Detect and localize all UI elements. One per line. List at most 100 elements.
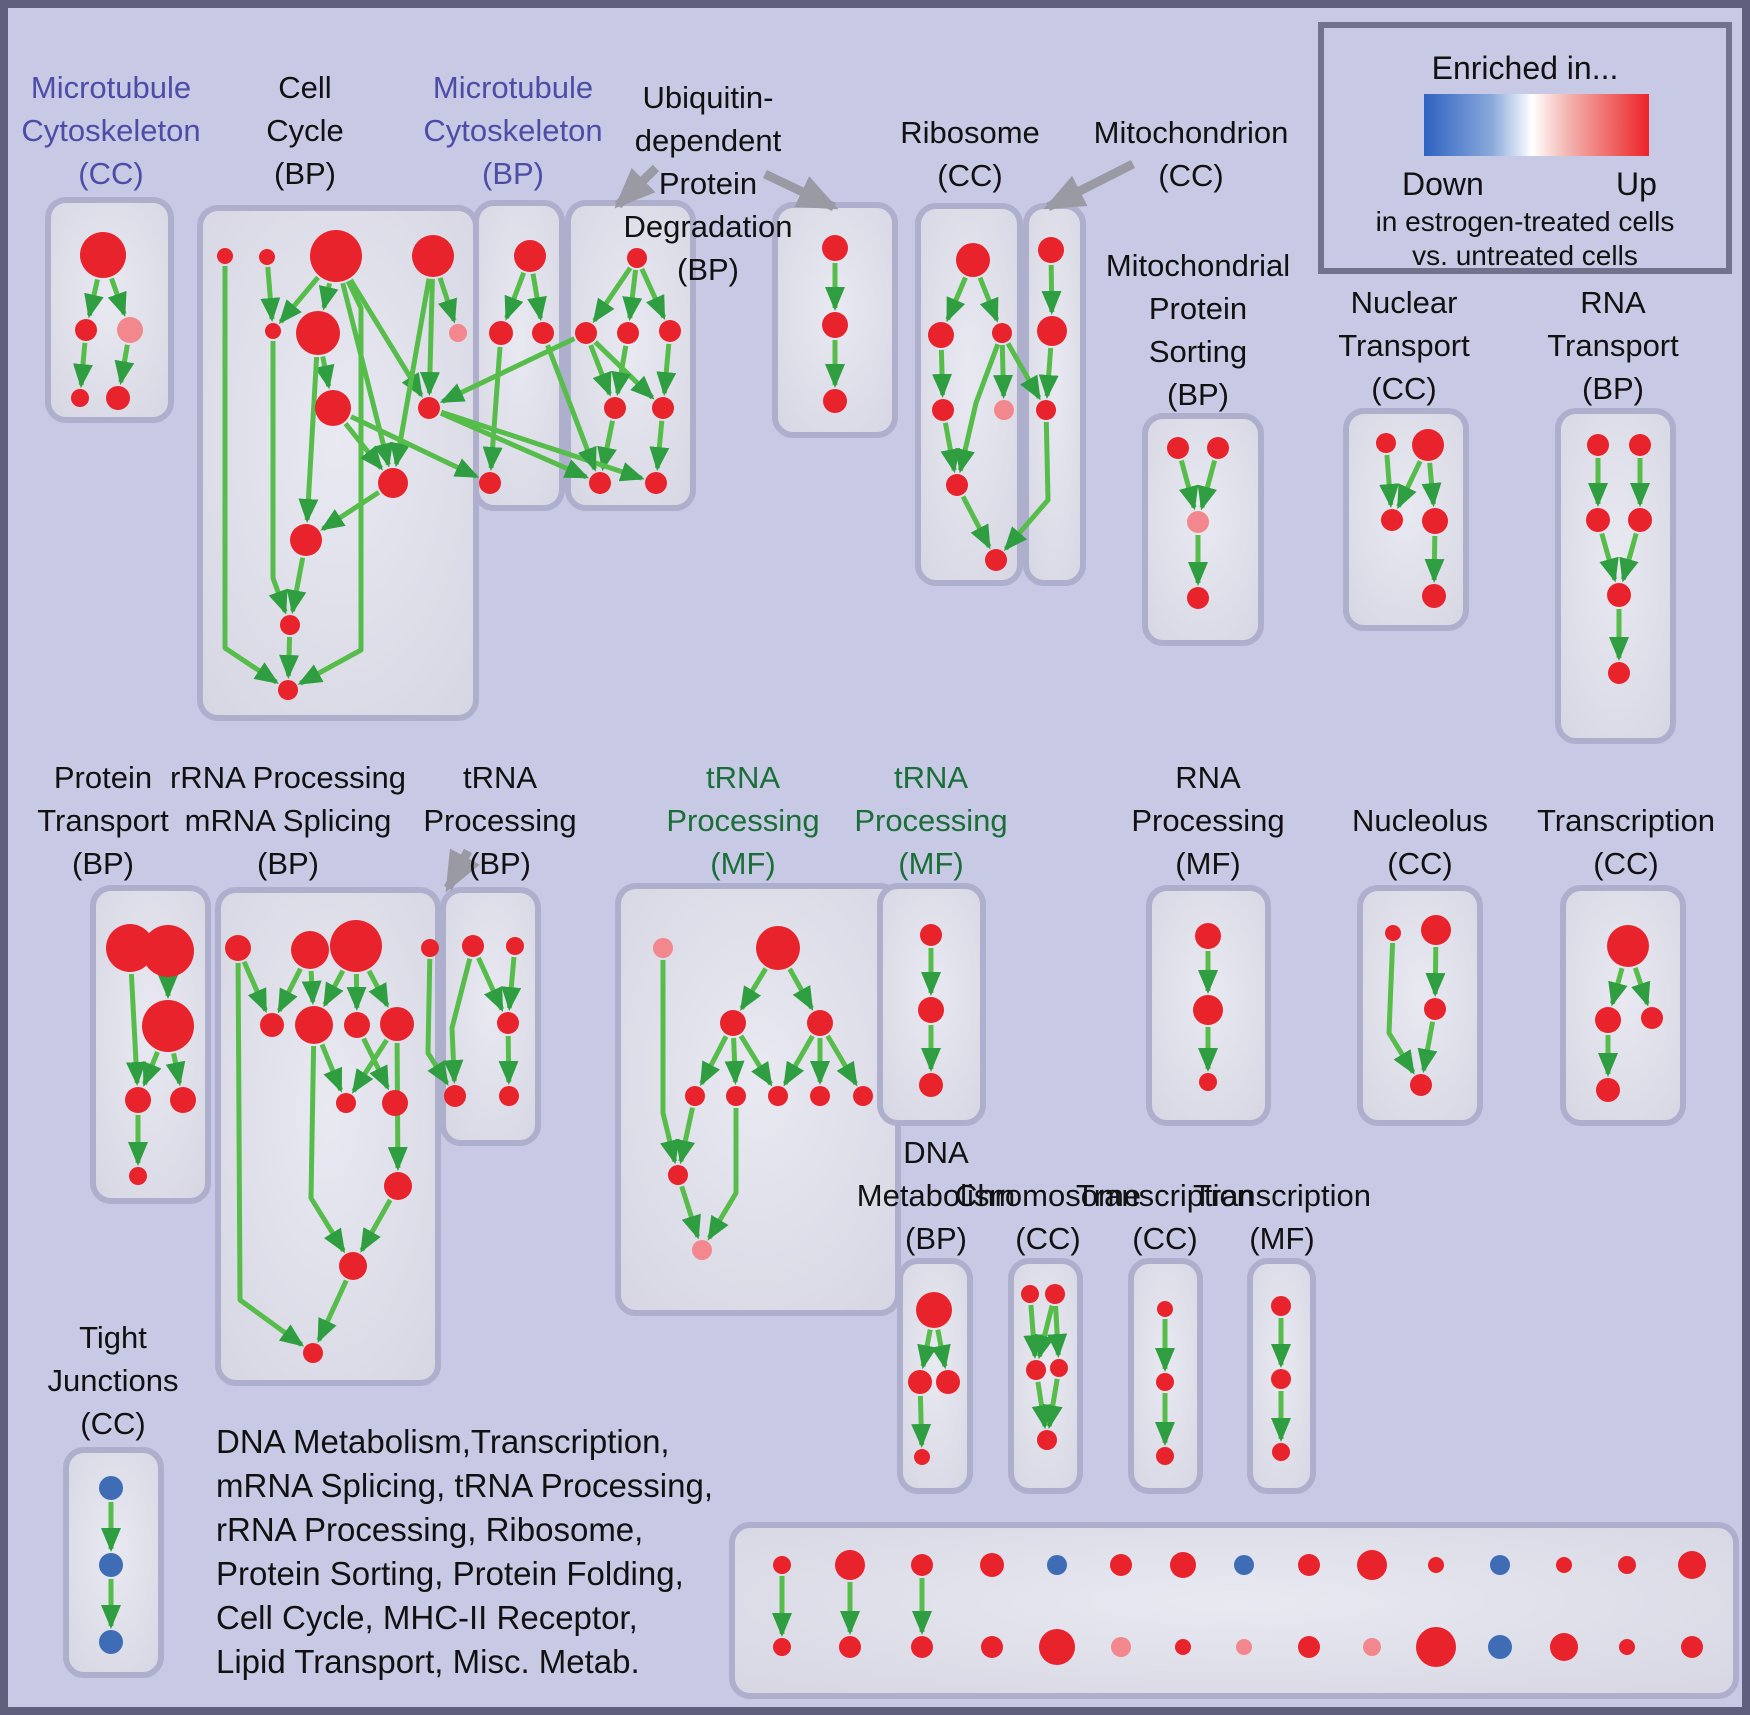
edge-arrow xyxy=(318,282,339,311)
go-term-node xyxy=(1187,587,1209,609)
go-term-node xyxy=(985,549,1007,571)
group-label-rrna: rRNA Processing mRNA Splicing (BP) xyxy=(170,760,406,881)
edge-arrow xyxy=(1631,967,1651,1007)
edge-arrow xyxy=(279,636,300,679)
edge-arrow xyxy=(931,1329,951,1370)
legend-colorbar xyxy=(1424,94,1649,156)
go-term-node xyxy=(936,1370,960,1394)
go-term-node xyxy=(1488,1635,1512,1659)
go-term-node xyxy=(1422,584,1446,608)
go-term-node xyxy=(303,1343,323,1363)
go-term-node xyxy=(1272,1443,1290,1461)
label-pointer-arrow-icon xyxy=(444,848,480,893)
go-term-node xyxy=(919,1073,943,1097)
go-term-node xyxy=(920,924,942,946)
edge-arrow xyxy=(439,410,590,480)
edge-arrow xyxy=(114,344,135,386)
edge-arrow xyxy=(1047,1305,1068,1358)
misc-text-line: mRNA Splicing, tRNA Processing, xyxy=(216,1467,714,1504)
go-term-node xyxy=(1298,1636,1320,1658)
go-term-node xyxy=(106,386,130,410)
group-label-cell-cycle: Cell Cycle (BP) xyxy=(266,70,344,191)
go-term-node xyxy=(1381,509,1403,531)
go-term-node xyxy=(992,323,1012,343)
group-label-dna-metabolism: DNA Metabolism (BP) xyxy=(857,1135,1016,1256)
go-term-node xyxy=(1111,1637,1131,1657)
go-term-node xyxy=(265,323,281,339)
go-term-node xyxy=(807,1010,833,1036)
go-term-node xyxy=(685,1086,705,1106)
edge-arrow xyxy=(73,342,93,389)
go-term-node xyxy=(911,1636,933,1658)
go-term-node xyxy=(412,235,454,277)
legend-subtitle-line2: vs. untreated cells xyxy=(1412,240,1638,271)
group-label-microtubule-cc: Microtubule Cytoskeleton (CC) xyxy=(21,70,200,191)
go-term-node xyxy=(378,468,408,498)
go-term-node xyxy=(1607,925,1649,967)
edge-arrow xyxy=(308,1045,346,1254)
go-term-node xyxy=(1045,1284,1065,1304)
edge-arrow xyxy=(297,280,364,686)
legend-up-label: Up xyxy=(1616,166,1657,202)
go-term-node xyxy=(1156,1373,1174,1391)
edge-arrow xyxy=(1619,532,1639,583)
go-term-node xyxy=(1050,1359,1068,1377)
group-label-rna-transport: RNA Transport (BP) xyxy=(1547,285,1679,406)
go-term-node xyxy=(1236,1639,1252,1655)
edge-arrow xyxy=(960,495,992,550)
go-term-node xyxy=(489,321,513,345)
go-term-node xyxy=(1490,1555,1510,1575)
edge-arrow xyxy=(588,344,612,397)
edge-arrow xyxy=(1379,454,1400,508)
edge-arrow xyxy=(597,420,617,472)
group-label-transcription-mf: Transcription (MF) xyxy=(1193,1178,1371,1256)
group-label-transcription-cc-2: Transcription (CC) xyxy=(1076,1178,1254,1256)
edge-arrow xyxy=(993,344,1014,399)
go-term-node xyxy=(653,938,673,958)
edge-arrow xyxy=(268,341,288,615)
edge-arrow xyxy=(314,356,335,390)
group-label-chromosome: Chromosome (CC) xyxy=(955,1178,1141,1256)
go-term-node xyxy=(994,400,1014,420)
edge-arrow xyxy=(439,336,576,404)
go-term-node xyxy=(914,1449,930,1465)
go-term-node xyxy=(80,232,126,278)
misc-text-line: rRNA Processing, Ribosome, xyxy=(216,1511,644,1548)
go-term-node xyxy=(310,230,362,282)
go-term-node xyxy=(1607,583,1631,607)
edge-arrow xyxy=(527,273,547,322)
go-term-node xyxy=(773,1638,791,1656)
go-term-node xyxy=(1619,1639,1635,1655)
go-term-node xyxy=(1641,1007,1663,1029)
go-term-node xyxy=(1298,1554,1320,1576)
edge-arrow xyxy=(1003,421,1051,551)
go-term-node xyxy=(1036,400,1056,420)
go-term-node xyxy=(225,935,251,961)
edge-arrow xyxy=(611,345,632,397)
go-term-node xyxy=(589,472,611,494)
go-term-node xyxy=(1021,1285,1039,1303)
edge-arrow xyxy=(437,277,458,324)
edge-arrow xyxy=(351,1038,389,1094)
go-term-node xyxy=(908,1370,932,1394)
edge-arrow xyxy=(787,967,814,1011)
group-label-ubiquitin: Ubiquitin-dependent Protein Degradation (BP… xyxy=(624,80,793,287)
edge-arrow xyxy=(1023,1304,1044,1359)
edge-arrow xyxy=(1178,459,1199,511)
edge-arrow xyxy=(1608,967,1628,1007)
go-term-node xyxy=(1167,437,1189,459)
go-term-node xyxy=(1428,1557,1444,1573)
go-term-node xyxy=(1410,1074,1432,1096)
edge-arrow xyxy=(301,970,322,1005)
edge-arrow xyxy=(679,1185,701,1240)
go-term-node xyxy=(499,1086,519,1106)
edge-arrow xyxy=(738,1034,773,1087)
go-term-node xyxy=(418,397,440,419)
group-box-misc xyxy=(729,1522,1739,1699)
go-term-node xyxy=(1596,1078,1620,1102)
legend-title: Enriched in... xyxy=(1431,50,1619,86)
group-label-nuclear-transport: Nuclear Transport (CC) xyxy=(1338,285,1470,406)
edge-arrow xyxy=(361,1037,390,1091)
go-term-node xyxy=(99,1630,123,1654)
